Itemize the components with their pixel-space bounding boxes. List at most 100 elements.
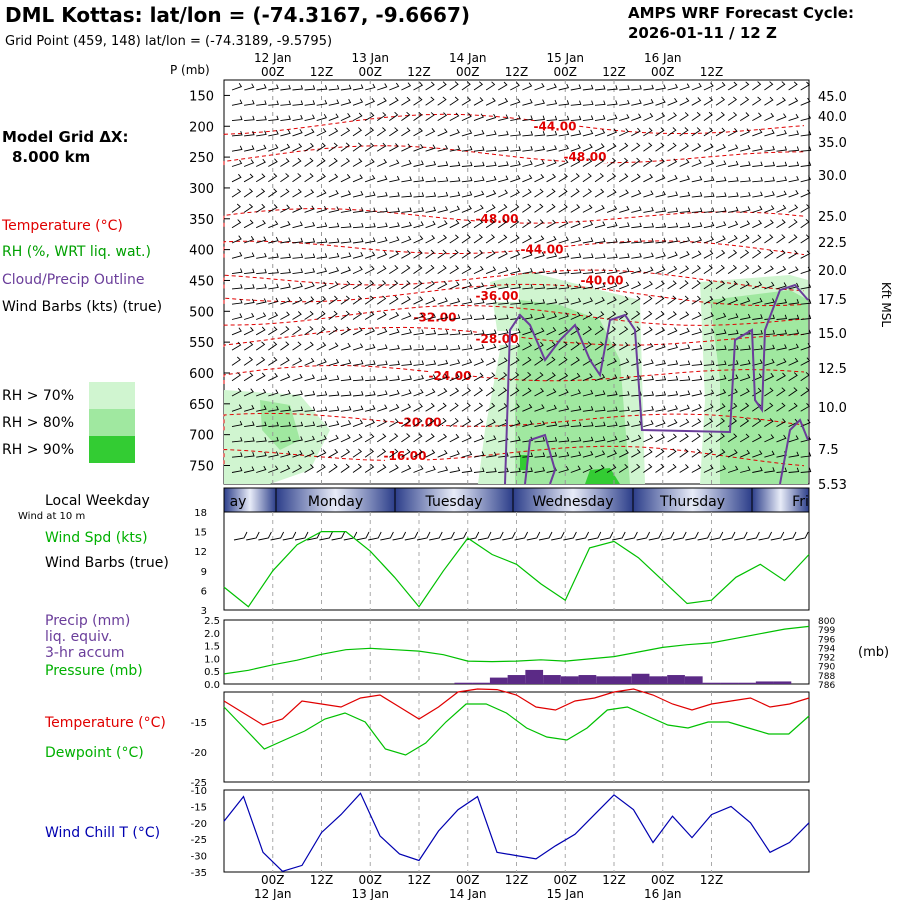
wind-barb — [268, 405, 279, 412]
wind-barb — [352, 251, 364, 259]
wind-barb — [510, 267, 521, 275]
wind-barb — [703, 448, 714, 458]
wind-barb — [352, 158, 363, 167]
surface-wind-barb — [721, 531, 736, 541]
wind-barb — [485, 250, 496, 259]
surface-wind-barb — [477, 531, 492, 541]
wind-barb — [679, 83, 690, 91]
wind-barb — [437, 112, 448, 121]
wind-barb — [243, 219, 254, 229]
wind-barb — [703, 159, 715, 167]
precip-label: Precip (mm) — [45, 613, 130, 629]
wind-barb — [292, 390, 303, 397]
wind-barb — [715, 374, 727, 382]
precip-tick-label: 0.5 — [204, 667, 220, 678]
wind-barb — [739, 388, 750, 397]
wind-barb — [703, 345, 715, 351]
wind-barb — [764, 219, 774, 229]
wind-barb — [570, 326, 581, 336]
wind-barb — [776, 113, 787, 122]
wind-barb — [473, 329, 485, 336]
wind-barb — [619, 114, 630, 122]
wind-barb — [280, 115, 291, 122]
wind-barb — [522, 115, 533, 122]
wind-barb — [631, 222, 642, 229]
wind-barb — [606, 326, 617, 336]
wind-barb — [534, 387, 545, 397]
wind-barb — [594, 421, 606, 428]
bottom-time-tick: 00Z — [651, 873, 675, 887]
wind-barb — [292, 100, 304, 106]
wind-barb — [752, 265, 762, 274]
wind-barb — [377, 175, 388, 183]
wind-barb — [485, 219, 496, 229]
pressure-label: Pressure (mb) — [45, 663, 143, 679]
wind-barb — [667, 311, 677, 320]
wind-barb — [522, 356, 532, 366]
wind-barb — [715, 207, 727, 213]
wind-barb — [691, 418, 702, 427]
wind-barb — [522, 188, 532, 198]
wind-barb — [667, 390, 679, 397]
wind-barb — [401, 82, 412, 91]
surface-wind-barb — [502, 531, 516, 541]
wind-barb — [546, 327, 557, 336]
wind-barb — [413, 448, 423, 458]
wind-barb — [389, 236, 400, 244]
wind-barb — [570, 389, 581, 397]
wind-barb — [691, 311, 702, 320]
wind-barb — [740, 206, 751, 213]
wind-barb — [461, 434, 472, 443]
wind-barb — [703, 328, 715, 336]
wind-barb — [764, 387, 774, 397]
wind-barb — [316, 281, 327, 290]
wind-barb — [280, 389, 291, 397]
wind-barb — [691, 82, 702, 91]
wind-barb — [800, 299, 812, 305]
wind-barb — [364, 419, 376, 428]
wind-barb — [582, 297, 593, 305]
wind-barb — [655, 158, 665, 167]
wind-barb — [643, 391, 655, 397]
wind-barb — [739, 234, 750, 244]
wind-barb — [304, 114, 315, 122]
wind-barb — [510, 218, 520, 229]
wind-barb — [231, 145, 243, 152]
contour-label: -48.00 — [476, 212, 519, 226]
windchill-panel: -10 -15 -20 -25 -30 -35 — [191, 786, 810, 879]
wind-barb — [776, 234, 786, 244]
wind-barb — [292, 268, 304, 275]
wind-barb — [365, 237, 376, 244]
wind-barb — [449, 161, 461, 167]
wind-barb — [570, 204, 581, 213]
wind-barb — [715, 345, 727, 351]
wind-barb — [703, 127, 714, 137]
wind-barb — [752, 344, 763, 351]
wind-barb — [377, 344, 388, 351]
wind-barb — [788, 467, 800, 473]
wind-barb — [340, 113, 351, 122]
wind-barb — [546, 404, 557, 412]
wind-barb — [534, 131, 546, 137]
wind-barb — [606, 435, 618, 443]
wind-barb — [607, 238, 618, 244]
wind-barb — [364, 327, 375, 336]
wind-barb — [667, 343, 678, 351]
wind-barb — [510, 283, 521, 290]
wind-barb — [800, 402, 811, 412]
wind-barb — [800, 314, 812, 320]
surface-wind-barb — [294, 531, 309, 541]
wind-barb — [655, 405, 666, 412]
wind-barb — [691, 236, 703, 244]
temperature-contour — [223, 304, 805, 326]
wind-barb — [558, 388, 569, 397]
wind-barb — [304, 282, 315, 290]
wind-barb — [255, 188, 266, 198]
wind-barb — [292, 311, 302, 320]
wind-barb — [655, 419, 666, 428]
wind-barb — [316, 142, 326, 152]
wind-barb — [256, 283, 267, 290]
wind-barb — [244, 284, 255, 290]
wind-barb — [510, 371, 520, 382]
wind-barb — [594, 326, 604, 336]
